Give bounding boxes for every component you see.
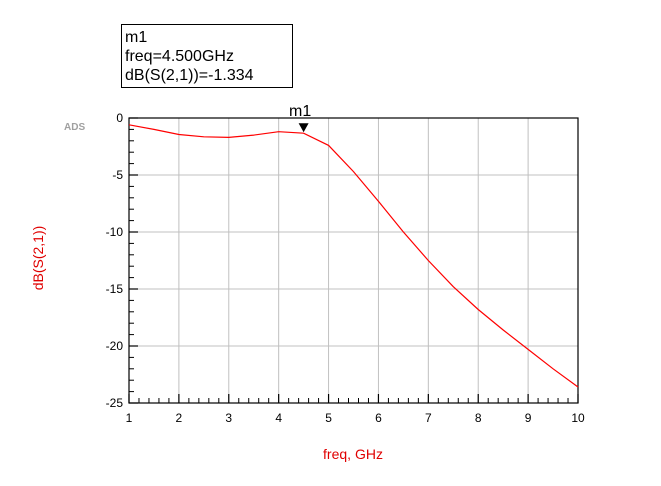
x-tick-label: 1 <box>126 411 133 425</box>
y-tick-label: -15 <box>106 282 124 296</box>
y-axis-label: dB(S(2,1)) <box>30 225 46 291</box>
x-tick-label: 4 <box>275 411 282 425</box>
marker-readout-freq: freq=4.500GHz <box>125 48 234 65</box>
marker-layer <box>298 123 309 133</box>
plot-frame <box>128 117 579 404</box>
tick-labels: 1 2 3 4 5 6 7 8 9 10 0 -5 -10 -15 -20 -25 <box>106 111 585 425</box>
x-tick-label: 2 <box>176 411 183 425</box>
series-layer <box>128 124 579 388</box>
marker-readout-box: m1 freq=4.500GHz dB(S(2,1))=-1.334 <box>121 24 293 88</box>
marker-readout-value: dB(S(2,1))=-1.334 <box>125 67 254 84</box>
x-tick-label: 8 <box>475 411 482 425</box>
x-tick-label: 5 <box>325 411 332 425</box>
y-tick-label: -10 <box>106 225 124 239</box>
axis-ticks <box>128 117 579 404</box>
x-axis-label: freq, GHz <box>323 446 383 462</box>
marker-readout-name: m1 <box>125 29 148 46</box>
x-tick-label: 6 <box>375 411 382 425</box>
y-tick-label: -5 <box>112 168 123 182</box>
series-line-s21 <box>128 124 579 388</box>
grid-lines <box>129 118 578 403</box>
x-tick-label: 10 <box>571 411 585 425</box>
x-tick-label: 3 <box>225 411 232 425</box>
y-tick-label: -25 <box>106 396 124 410</box>
y-tick-label: -20 <box>106 339 124 353</box>
x-tick-label: 9 <box>525 411 532 425</box>
x-tick-label: 7 <box>425 411 432 425</box>
ads-watermark: ADS <box>64 122 86 133</box>
y-tick-label: 0 <box>116 111 123 125</box>
marker-label: m1 <box>289 103 312 120</box>
marker-m1-triangle[interactable] <box>298 123 309 133</box>
